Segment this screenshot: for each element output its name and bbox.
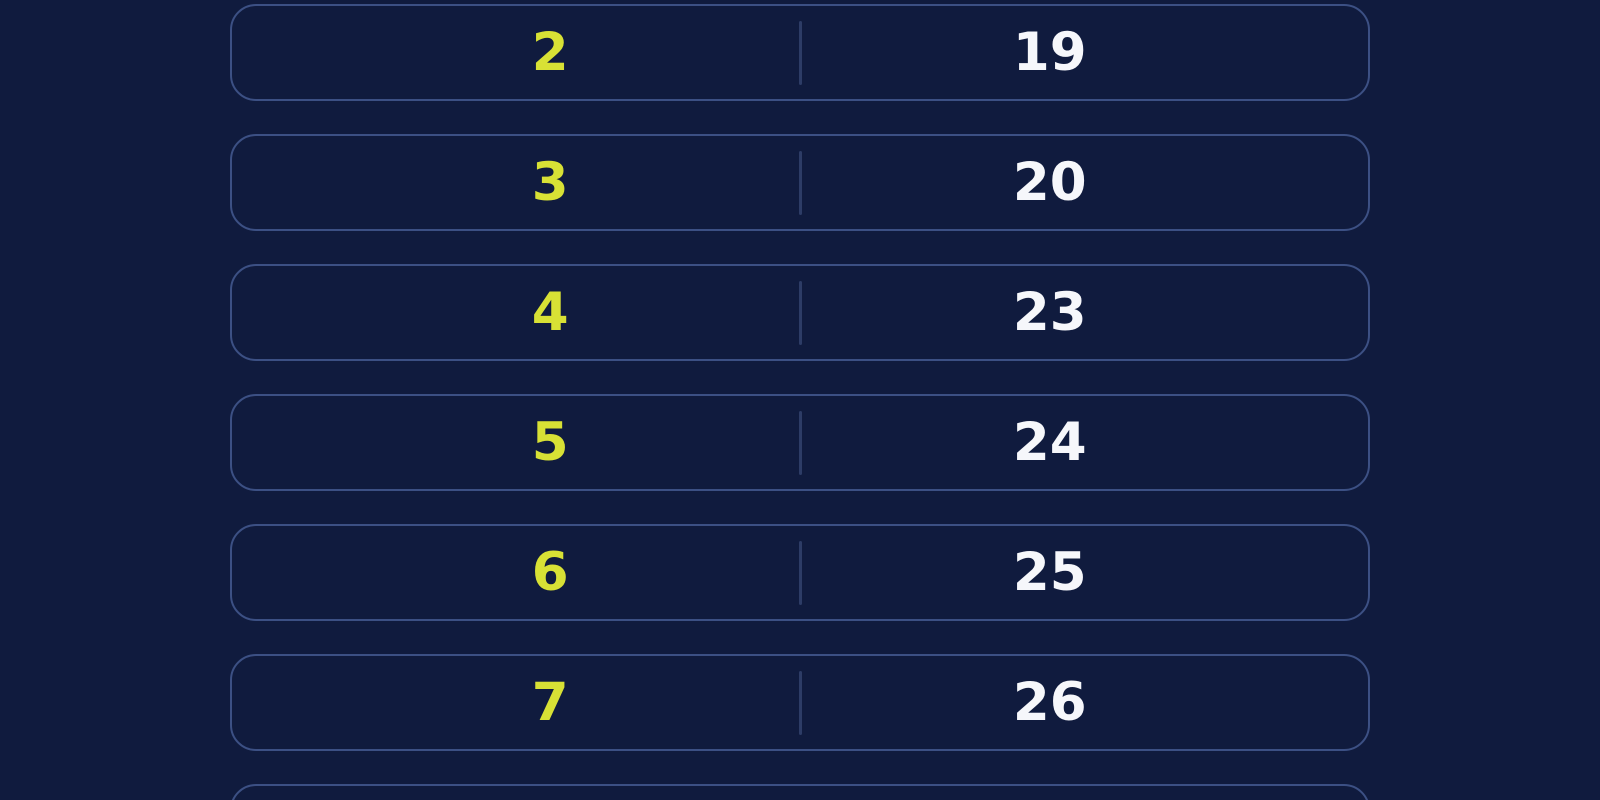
row-right-value: [802, 786, 1299, 800]
row-left-value: [302, 786, 799, 800]
row-right-value: 23: [1012, 282, 1087, 343]
table-row: 3 20: [230, 134, 1370, 231]
row-left-value: 3: [531, 152, 569, 213]
row-right-value: 26: [1012, 672, 1087, 733]
row-left-value: 5: [531, 412, 569, 473]
table-row: 6 25: [230, 524, 1370, 621]
row-left-value: 2: [531, 22, 569, 83]
table-row: 5 24: [230, 394, 1370, 491]
row-right-value: 24: [1012, 412, 1087, 473]
row-divider: [798, 410, 802, 475]
table-row-partial: [230, 784, 1370, 800]
row-divider: [798, 150, 802, 215]
row-divider: [798, 20, 802, 85]
row-left-value: 7: [531, 672, 569, 733]
row-divider: [798, 280, 802, 345]
table-row: 4 23: [230, 264, 1370, 361]
row-divider: [798, 540, 802, 605]
row-left-value: 6: [531, 542, 569, 603]
table-row: 2 19: [230, 4, 1370, 101]
number-pair-list: 2 19 3 20 4 23 5 24 6 25 7 26: [230, 0, 1370, 800]
table-row: 7 26: [230, 654, 1370, 751]
row-divider: [798, 670, 802, 735]
row-right-value: 25: [1012, 542, 1087, 603]
row-right-value: 19: [1012, 22, 1087, 83]
row-left-value: 4: [531, 282, 569, 343]
row-right-value: 20: [1012, 152, 1087, 213]
